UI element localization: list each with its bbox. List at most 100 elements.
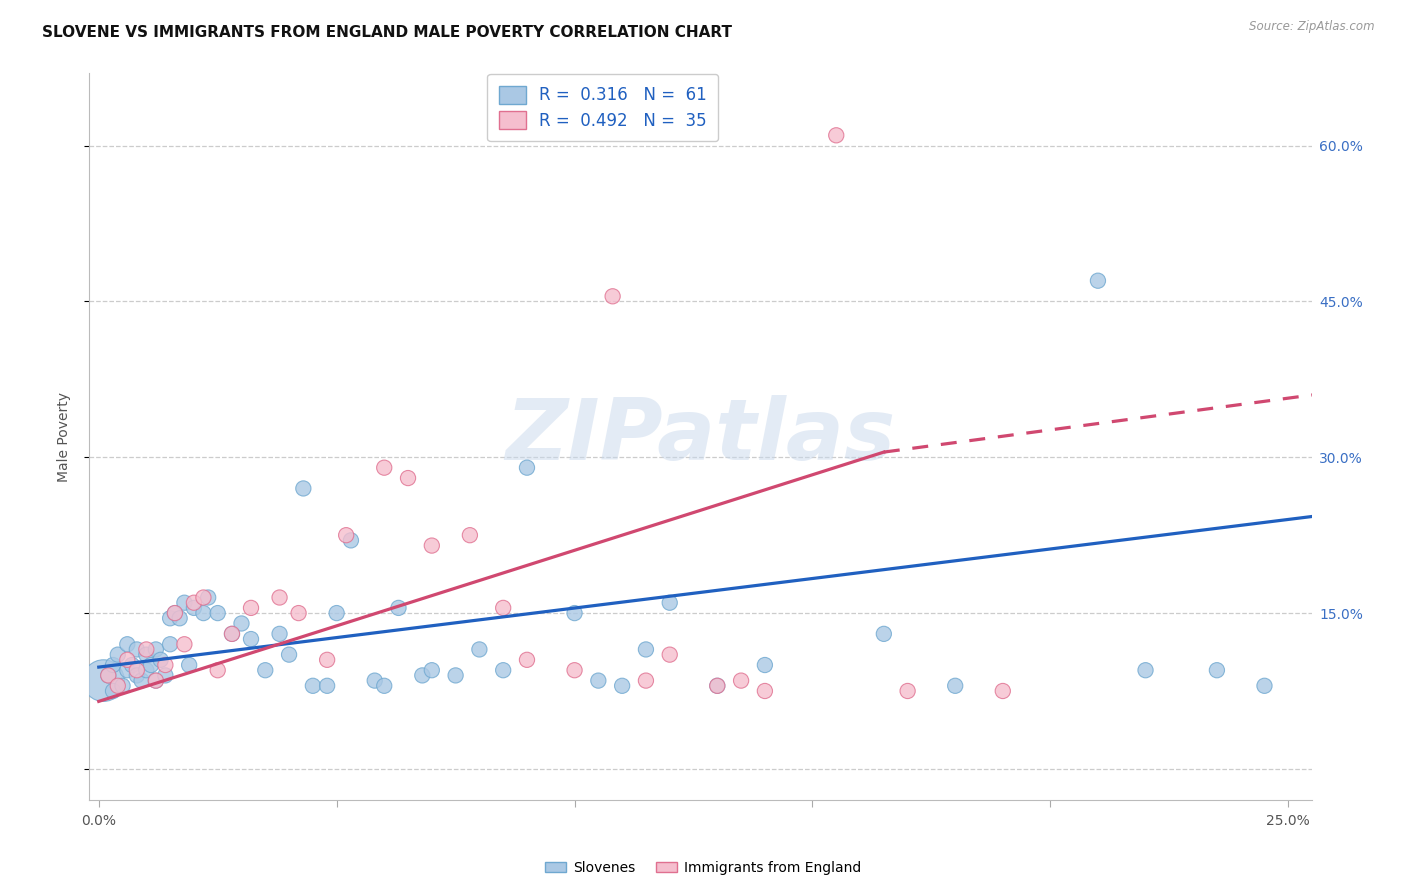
Point [373,679,395,693]
Point [825,128,848,143]
Point [658,648,681,662]
Point [564,663,586,677]
Point [221,627,243,641]
Point [183,600,205,615]
Point [117,637,139,651]
Point [111,679,134,693]
Point [943,679,966,693]
Point [706,679,728,693]
Point [316,679,339,693]
Point [602,289,624,303]
Point [634,673,657,688]
Point [231,616,253,631]
Point [1206,663,1229,677]
Point [183,596,205,610]
Legend: R =  0.316   N =  61, R =  0.492   N =  35: R = 0.316 N = 61, R = 0.492 N = 35 [488,74,718,141]
Point [287,606,309,620]
Point [179,658,201,673]
Point [754,684,776,698]
Point [373,460,395,475]
Point [492,663,515,677]
Legend: Slovenes, Immigrants from England: Slovenes, Immigrants from England [540,855,866,880]
Point [101,658,124,673]
Point [135,642,157,657]
Point [149,653,172,667]
Point [125,668,148,682]
Point [159,637,181,651]
Point [145,673,167,688]
Point [458,528,481,542]
Point [610,679,633,693]
Point [163,606,186,620]
Point [163,606,186,620]
Point [169,611,191,625]
Y-axis label: Male Poverty: Male Poverty [58,392,72,482]
Point [706,679,728,693]
Point [117,663,139,677]
Point [335,528,357,542]
Point [135,663,157,677]
Point [269,627,291,641]
Point [107,679,129,693]
Point [564,606,586,620]
Text: SLOVENE VS IMMIGRANTS FROM ENGLAND MALE POVERTY CORRELATION CHART: SLOVENE VS IMMIGRANTS FROM ENGLAND MALE … [42,25,733,40]
Text: ZIPatlas: ZIPatlas [506,395,896,478]
Point [197,591,219,605]
Point [193,591,215,605]
Point [145,673,167,688]
Point [991,684,1014,698]
Point [155,658,177,673]
Point [125,642,148,657]
Point [1087,274,1109,288]
Point [97,668,120,682]
Point [516,460,538,475]
Point [340,533,363,548]
Point [634,642,657,657]
Point [873,627,896,641]
Point [240,600,263,615]
Point [254,663,277,677]
Point [173,596,195,610]
Point [269,591,291,605]
Point [125,663,148,677]
Point [117,653,139,667]
Point [420,663,443,677]
Point [411,668,433,682]
Point [193,606,215,620]
Point [420,539,443,553]
Point [658,596,681,610]
Point [468,642,491,657]
Point [97,668,120,682]
Point [93,673,115,688]
Point [396,471,419,485]
Point [121,658,143,673]
Point [588,673,610,688]
Point [364,673,387,688]
Point [897,684,920,698]
Point [221,627,243,641]
Point [387,600,409,615]
Point [159,611,181,625]
Point [730,673,752,688]
Point [207,663,229,677]
Point [1253,679,1275,693]
Point [145,642,167,657]
Point [1135,663,1157,677]
Point [278,648,301,662]
Point [516,653,538,667]
Point [492,600,515,615]
Point [207,606,229,620]
Point [754,658,776,673]
Text: Source: ZipAtlas.com: Source: ZipAtlas.com [1250,20,1375,33]
Point [135,648,157,662]
Point [131,673,153,688]
Point [292,482,315,496]
Point [101,684,124,698]
Point [325,606,347,620]
Point [316,653,339,667]
Point [240,632,263,646]
Point [173,637,195,651]
Point [155,668,177,682]
Point [444,668,467,682]
Point [107,648,129,662]
